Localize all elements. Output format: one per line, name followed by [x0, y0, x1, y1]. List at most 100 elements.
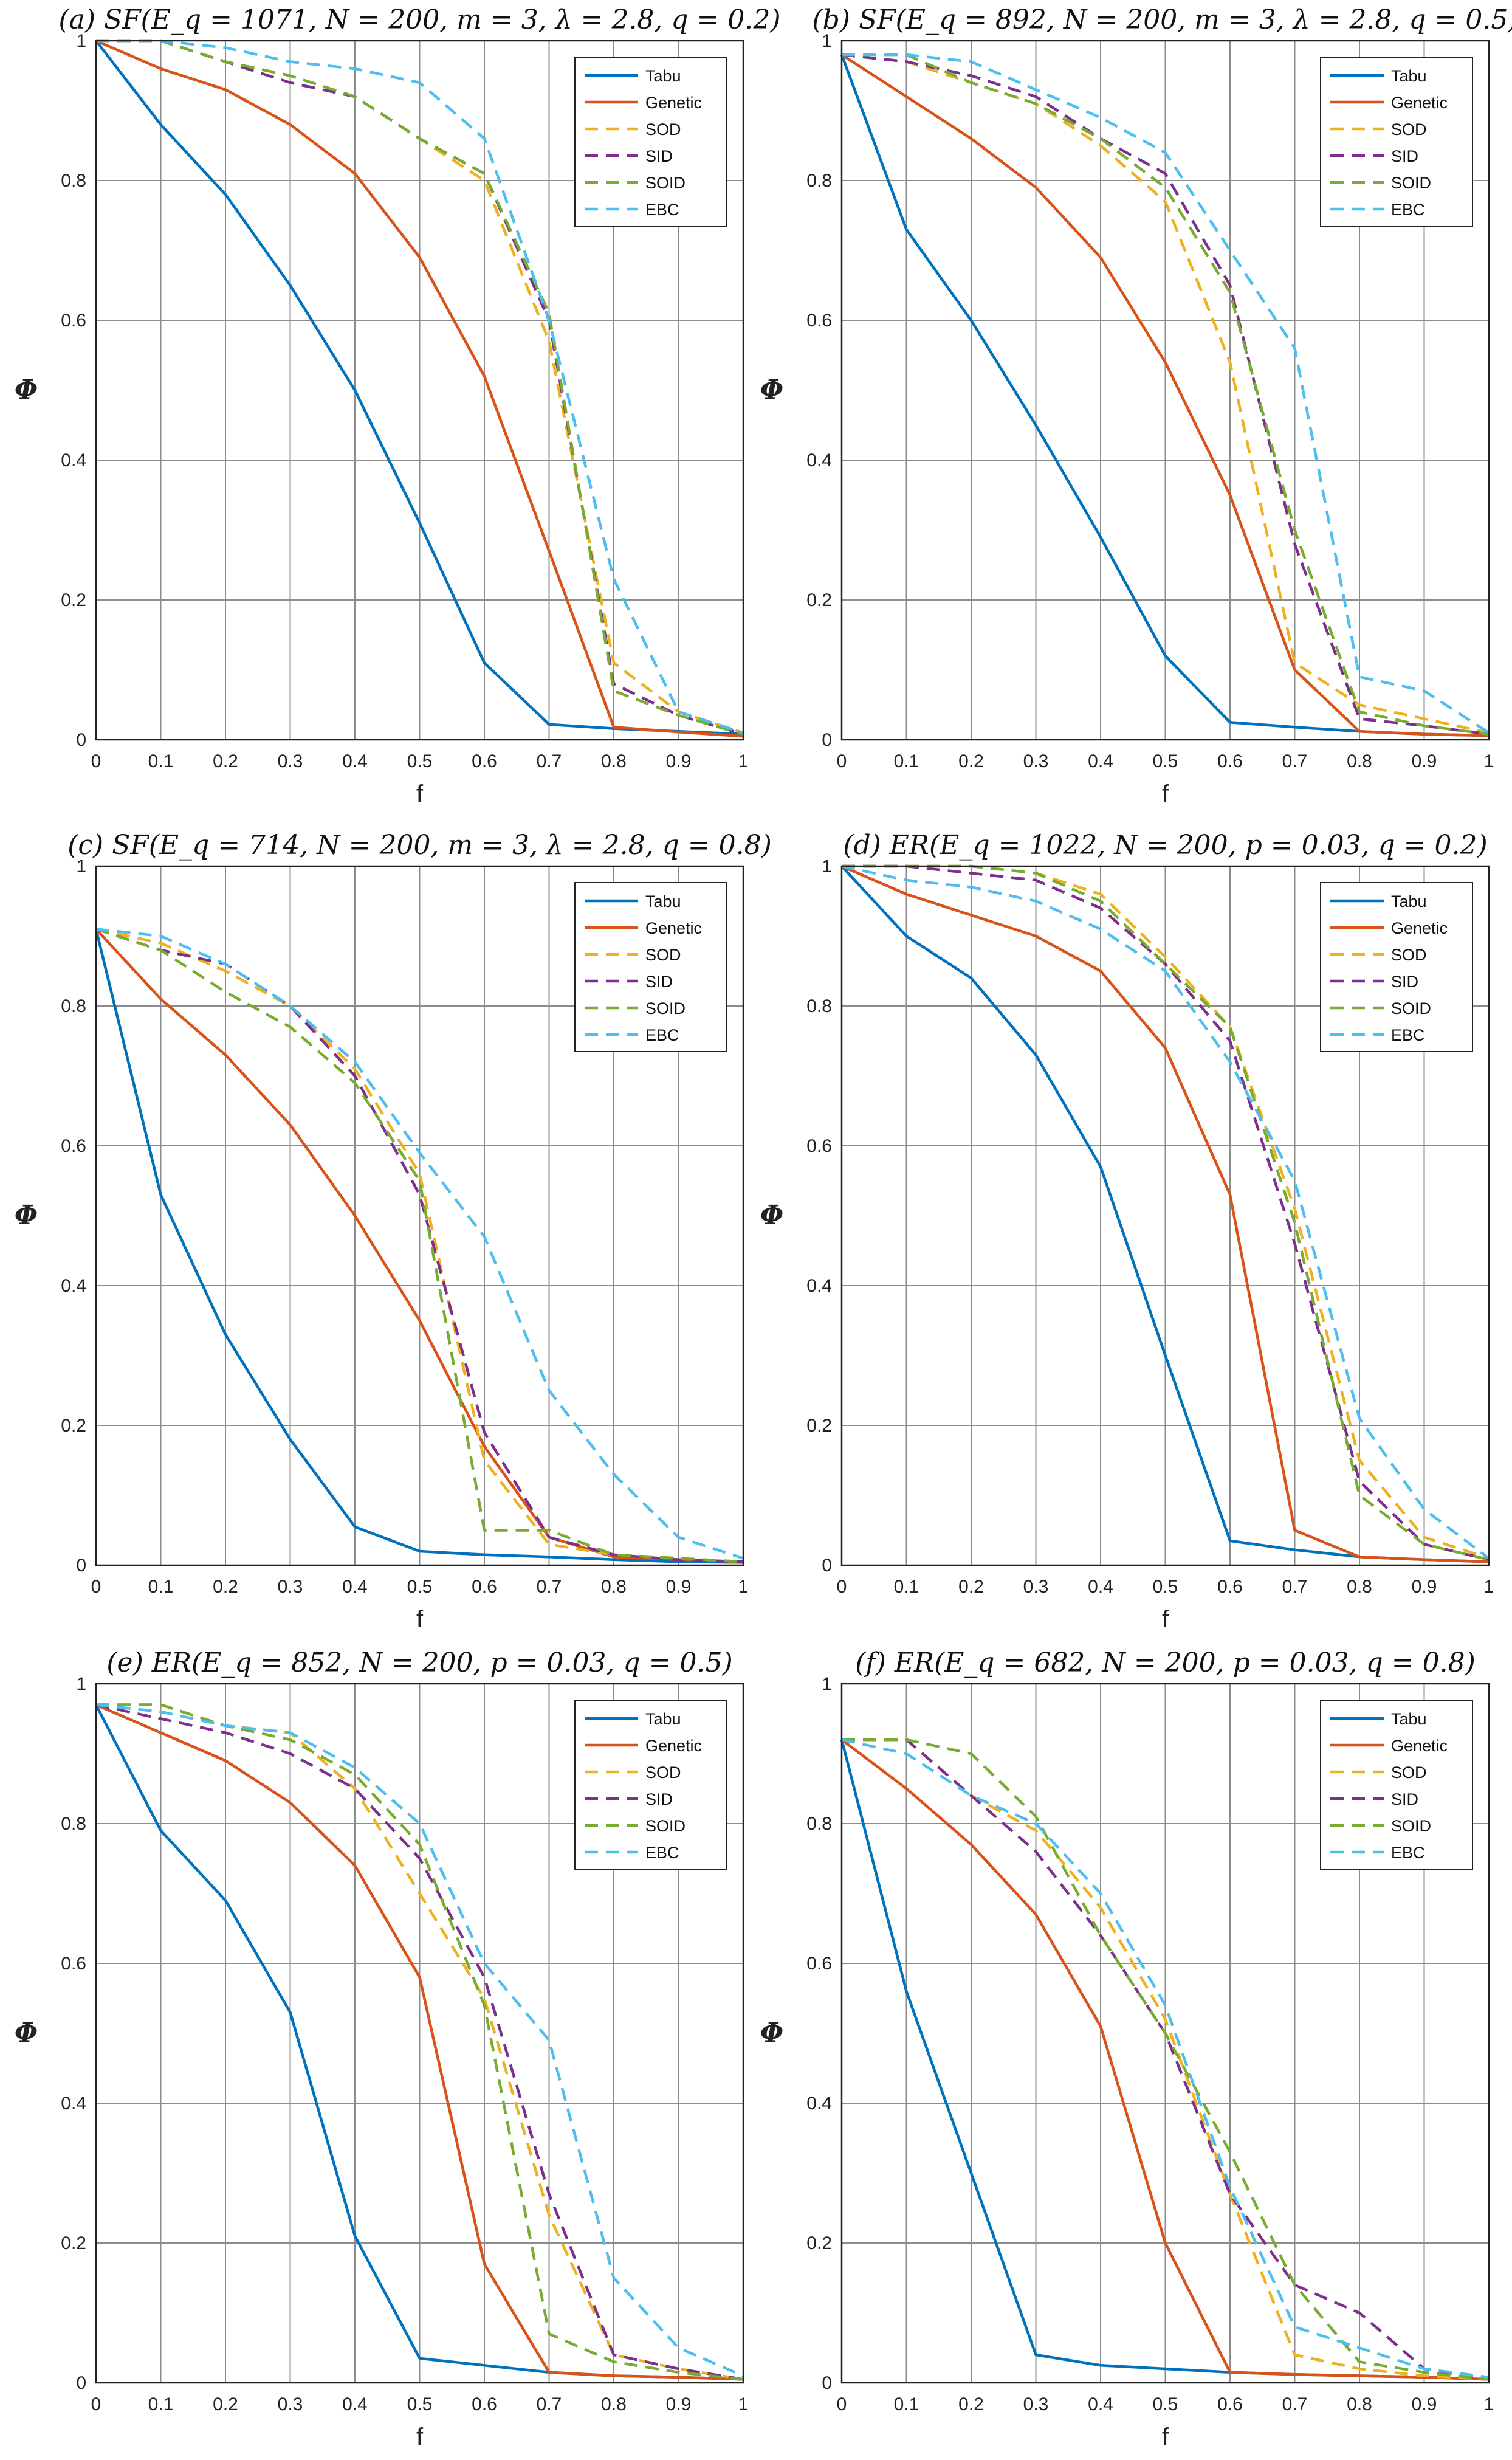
- legend-label-ebc: EBC: [1391, 1026, 1425, 1044]
- panel-f: 0 0.1 0.2 0.3 0.4 0.5 0.6 0.7 0.8 0.9 1 0 0.2 0.4 0.6 0…: [760, 1647, 1494, 2450]
- series-line-genetic: [95, 928, 744, 1563]
- x-tick-label: 0.7: [1282, 1577, 1308, 1597]
- panel-title: (d) ER(E_q = 1022, N = 200, p = 0.03, q …: [843, 830, 1487, 861]
- legend-label-sid: SID: [1391, 147, 1418, 165]
- x-tick-label: 0.5: [1153, 1577, 1178, 1597]
- legend-box: [574, 1700, 727, 1870]
- series-line-soid: [96, 1703, 744, 2381]
- series-line-sid: [842, 864, 1490, 1561]
- legend-label-genetic: Genetic: [645, 1737, 702, 1755]
- x-tick-label: 0: [91, 1577, 101, 1597]
- x-tick-label: 0.3: [1023, 751, 1049, 771]
- series-line-sid: [841, 53, 1490, 736]
- x-tick-label: 0.1: [148, 1577, 174, 1597]
- y-axis-label: Φ: [760, 1200, 783, 1231]
- y-tick-label: 0.4: [806, 1276, 832, 1296]
- series-line-genetic: [95, 1703, 744, 2381]
- y-tick-label: 0.8: [806, 1814, 832, 1834]
- x-tick-label: 0.4: [1088, 2394, 1113, 2414]
- panel-title: (e) ER(E_q = 852, N = 200, p = 0.03, q =…: [106, 1647, 732, 1678]
- x-tick-label: 0: [91, 751, 101, 771]
- panel-e: 0 0.1 0.2 0.3 0.4 0.5 0.6 0.7 0.8 0.9 1 0 0.2 0.4 0.6 0…: [15, 1647, 749, 2450]
- panel-title: (b) SF(E_q = 892, N = 200, m = 3, λ = 2.…: [812, 4, 1512, 35]
- y-tick-label: 0.6: [61, 311, 86, 331]
- y-tick-label: 0.6: [806, 1136, 832, 1156]
- y-tick-label: 0.4: [806, 2093, 832, 2114]
- x-tick-label: 0.3: [278, 751, 303, 771]
- x-tick-label: 0.6: [472, 2394, 497, 2414]
- legend-label-sid: SID: [1391, 973, 1418, 991]
- x-tick-label: 0.5: [407, 751, 433, 771]
- legend-label-genetic: Genetic: [645, 94, 702, 112]
- x-tick-label: 0.2: [958, 751, 984, 771]
- y-tick-label: 0.2: [61, 2233, 86, 2253]
- y-tick-label: 0: [822, 1556, 832, 1576]
- x-tick-label: 1: [738, 2394, 749, 2414]
- legend-label-soid: SOID: [1391, 1817, 1431, 1835]
- legend-label-ebc: EBC: [1391, 1844, 1425, 1862]
- legend: Tabu Genetic SOD SID SOID EBC: [1320, 1700, 1473, 1870]
- series-line-sid: [95, 1703, 744, 2381]
- x-axis-label: f: [1162, 2424, 1169, 2450]
- y-axis-label: Φ: [760, 374, 783, 405]
- x-axis-label: f: [1162, 780, 1169, 807]
- legend-label-sod: SOD: [645, 120, 681, 139]
- legend-label-ebc: EBC: [645, 1026, 679, 1044]
- x-tick-label: 0.1: [894, 1577, 919, 1597]
- legend-label-sod: SOD: [1391, 1763, 1427, 1782]
- x-tick-label: 0.2: [213, 751, 238, 771]
- series-line-ebc: [96, 39, 744, 734]
- legend-label-tabu: Tabu: [645, 67, 681, 85]
- legend-label-sid: SID: [1391, 1790, 1418, 1808]
- legend-label-sod: SOD: [1391, 120, 1427, 139]
- panel-c: 0 0.1 0.2 0.3 0.4 0.5 0.6 0.7 0.8 0.9 1 0 0.2 0.4 0.6 0…: [15, 830, 772, 1633]
- axes-frame: [95, 40, 744, 741]
- y-tick-label: 0.8: [61, 171, 86, 191]
- y-tick-label: 0.8: [806, 996, 832, 1016]
- series-line-ebc: [841, 1738, 1490, 2379]
- x-tick-label: 0.9: [666, 1577, 692, 1597]
- x-tick-label: 0.8: [601, 2394, 627, 2414]
- panel-title: (c) SF(E_q = 714, N = 200, m = 3, λ = 2.…: [67, 830, 772, 861]
- series-line-ebc: [841, 864, 1490, 1560]
- legend-label-tabu: Tabu: [1391, 1710, 1427, 1728]
- x-tick-label: 0.9: [1412, 751, 1437, 771]
- y-tick-label: 0.2: [806, 590, 832, 610]
- y-tick-label: 0: [76, 2373, 86, 2393]
- x-tick-label: 1: [738, 751, 749, 771]
- panel-title: (a) SF(E_q = 1071, N = 200, m = 3, λ = 2…: [58, 4, 780, 35]
- legend-label-soid: SOID: [645, 999, 686, 1018]
- x-tick-label: 0.6: [472, 751, 497, 771]
- legend-label-sod: SOD: [645, 946, 681, 964]
- series-line-soid: [96, 39, 744, 736]
- series-line-ebc: [95, 928, 744, 1560]
- x-tick-label: 0.9: [1412, 2394, 1437, 2414]
- x-tick-label: 0: [837, 751, 847, 771]
- panel-d: 0 0.1 0.2 0.3 0.4 0.5 0.6 0.7 0.8 0.9 1 0 0.2 0.4 0.6 0…: [760, 830, 1494, 1633]
- series-line-sod: [841, 53, 1490, 734]
- legend: Tabu Genetic SOD SID SOID EBC: [574, 1700, 727, 1870]
- legend-label-soid: SOID: [1391, 174, 1431, 192]
- x-tick-label: 0.8: [1347, 1577, 1372, 1597]
- legend-label-ebc: EBC: [645, 1844, 679, 1862]
- series-line-soid: [95, 928, 744, 1563]
- legend-label-soid: SOID: [645, 1817, 686, 1835]
- series-line-genetic: [840, 53, 1490, 737]
- x-tick-label: 1: [738, 1577, 749, 1597]
- x-tick-label: 0.2: [213, 2394, 238, 2414]
- x-tick-label: 0.2: [958, 1577, 984, 1597]
- y-tick-label: 0.2: [806, 2233, 832, 2253]
- x-tick-label: 0.1: [148, 2394, 174, 2414]
- legend-label-tabu: Tabu: [1391, 67, 1427, 85]
- y-axis-label: Φ: [15, 1200, 38, 1231]
- x-tick-label: 0.2: [213, 1577, 238, 1597]
- x-tick-label: 1: [1484, 1577, 1494, 1597]
- series-line-genetic: [840, 1738, 1490, 2381]
- series-line-genetic: [95, 39, 744, 738]
- x-axis-label: f: [1162, 1606, 1169, 1633]
- x-tick-label: 0.9: [1412, 1577, 1437, 1597]
- legend-label-sid: SID: [645, 147, 673, 165]
- y-tick-label: 0.6: [806, 1954, 832, 1974]
- legend-label-genetic: Genetic: [645, 919, 702, 937]
- legend-label-sid: SID: [645, 973, 673, 991]
